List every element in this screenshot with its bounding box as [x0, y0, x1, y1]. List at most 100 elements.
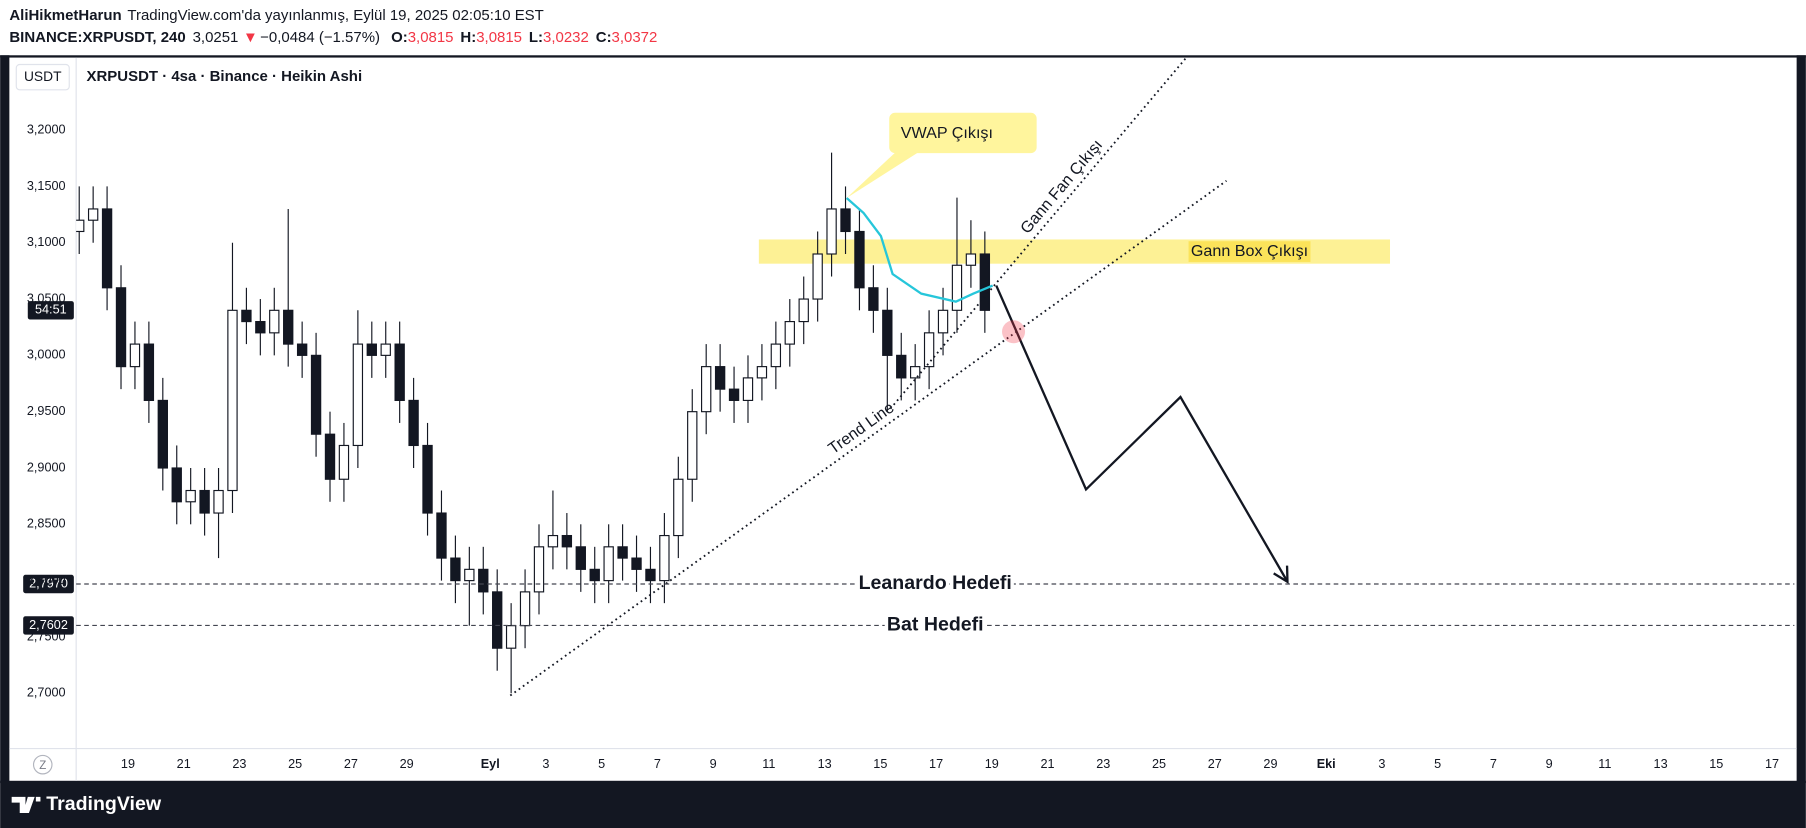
candle-body — [784, 320, 795, 345]
y-tick-label: 2,9500 — [27, 404, 66, 418]
candle-body — [101, 208, 113, 289]
candle-body — [227, 309, 238, 492]
candle-body — [283, 309, 294, 345]
x-tick-label: Eyl — [481, 757, 500, 771]
candle-body — [464, 568, 475, 582]
frame-left — [0, 55, 10, 784]
candle-body — [366, 343, 377, 356]
vwap-line — [845, 197, 994, 303]
x-tick-label: 19 — [121, 757, 135, 771]
candle-body — [87, 208, 99, 221]
candle-body — [450, 557, 461, 582]
candle-body — [185, 489, 196, 503]
symbol: BINANCE:XRPUSDT, 240 — [9, 29, 185, 46]
candle-body — [561, 534, 573, 548]
candle-body — [923, 332, 935, 368]
candle-body — [310, 354, 322, 435]
candle-body — [701, 366, 712, 413]
candle-body — [408, 399, 419, 447]
x-tick-label: 13 — [818, 757, 832, 771]
x-tick-label: 27 — [1208, 757, 1222, 771]
x-tick-label: 17 — [929, 757, 943, 771]
x-tick-label: 11 — [762, 757, 775, 771]
z-button[interactable] — [32, 754, 53, 775]
candle-body — [76, 219, 85, 233]
y-tick-label: 3,1500 — [27, 179, 66, 193]
candle-body — [575, 546, 586, 570]
level-tag-label: 2,7970 — [29, 576, 68, 590]
y-tick-label: 2,8000 — [27, 573, 66, 587]
published: TradingView.com'da yayınlanmış, Eylül 19… — [127, 7, 543, 24]
y-tick-label: 3,2000 — [27, 122, 66, 136]
plot-area — [76, 57, 1391, 697]
symbol-line: BINANCE:XRPUSDT, 240 3,0251 ▼ −0,0484 (−1.5… — [9, 29, 657, 46]
x-tick-label: 9 — [1546, 757, 1553, 771]
level-name: Leanardo Hedefi — [859, 572, 1012, 594]
candle-body — [380, 343, 391, 356]
ohlc-key: H: — [460, 29, 476, 46]
y-tick-label: 2,7500 — [27, 629, 66, 643]
x-tick-label: 15 — [873, 757, 887, 771]
footer — [0, 780, 1806, 828]
candle-body — [812, 253, 823, 300]
vwap-callout-box — [889, 112, 1037, 154]
candle-body — [937, 309, 949, 334]
candle-body — [436, 512, 447, 559]
vwap-callout-label: VWAP Çıkışı — [901, 124, 993, 142]
candle-body — [896, 354, 907, 379]
breakdown-marker — [1002, 320, 1026, 344]
candle-body — [770, 343, 782, 368]
x-tick-label: Eki — [1317, 757, 1336, 771]
candle-body — [143, 343, 155, 401]
ohlc-value: 3,0232 — [543, 29, 589, 46]
candle-body — [171, 467, 182, 503]
candle-body — [422, 444, 433, 514]
candle-body — [199, 489, 210, 514]
change: −0,0484 (−1.57%) — [260, 29, 380, 46]
frame-top — [0, 55, 1806, 58]
x-tick-label: 13 — [1654, 757, 1668, 771]
candle-body — [478, 568, 489, 593]
candle-body — [631, 557, 642, 570]
candle-body — [979, 253, 991, 311]
y-tick-label: 2,9000 — [27, 460, 66, 474]
x-tick-label: 3 — [542, 757, 549, 771]
countdown-tag — [27, 301, 74, 320]
candle-body — [687, 411, 698, 480]
candle-body — [533, 546, 545, 593]
y-tick-label: 3,0500 — [27, 291, 66, 305]
candle-body — [324, 433, 336, 480]
last-price: 3,0251 — [193, 29, 239, 46]
candle-body — [519, 591, 531, 627]
candle-body — [505, 625, 517, 649]
candle-body — [338, 444, 350, 480]
x-tick-label: 15 — [1709, 757, 1723, 771]
projection-path — [995, 285, 1289, 583]
ohlc-key: L: — [529, 29, 543, 46]
candle-body — [826, 208, 837, 255]
level-name: Bat Hedefi — [887, 614, 984, 636]
frame-right — [1796, 55, 1806, 784]
ohlc-value: 3,0372 — [612, 29, 658, 46]
y-tick-label: 2,8500 — [27, 517, 66, 531]
candle-body — [115, 287, 127, 368]
candle-body — [352, 343, 364, 447]
candle-body — [909, 366, 921, 379]
candle-body — [840, 208, 851, 233]
candle-body — [492, 591, 503, 649]
candle-body — [714, 366, 726, 390]
y-tick-label: 3,1000 — [27, 235, 66, 249]
candle-body — [854, 230, 865, 289]
x-tick-label: 29 — [1263, 757, 1277, 771]
candle-body — [673, 478, 684, 537]
currency-button[interactable] — [15, 63, 70, 91]
candle-body — [868, 287, 879, 311]
ohlc-value: 3,0815 — [476, 29, 522, 46]
x-tick-label: 29 — [400, 757, 414, 771]
x-tick-label: 21 — [1041, 757, 1055, 771]
candle-body — [394, 343, 405, 401]
x-tick-label: 25 — [1152, 757, 1166, 771]
currency-label: USDT — [24, 68, 62, 84]
